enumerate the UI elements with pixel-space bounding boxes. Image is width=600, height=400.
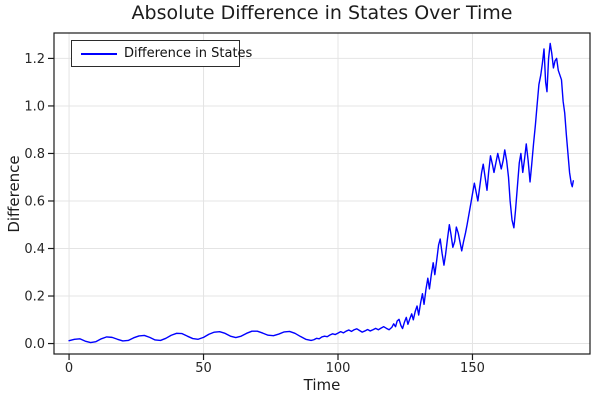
legend: Difference in States: [71, 40, 252, 67]
y-tick-label: 0.6: [24, 194, 45, 209]
difference-line: [68, 42, 575, 344]
y-tick-label: 0.8: [24, 147, 45, 162]
x-tick-label: 100: [326, 361, 351, 376]
y-tick-label: 1.2: [24, 52, 45, 67]
legend-line-sample: [81, 52, 117, 55]
chart-title: Absolute Difference in States Over Time: [131, 2, 513, 24]
y-axis-label: Difference: [5, 155, 23, 233]
plot-frame: [53, 32, 591, 355]
y-tick-label: 0.0: [24, 337, 45, 352]
x-tick-label: 0: [65, 361, 73, 376]
y-tick-label: 0.2: [24, 290, 45, 305]
y-tick-label: 1.0: [24, 99, 45, 114]
x-tick-label: 150: [460, 361, 485, 376]
x-axis-label: Time: [303, 376, 341, 394]
x-tick-label: 50: [195, 361, 212, 376]
legend-label: Difference in States: [124, 46, 253, 61]
y-tick-label: 0.4: [24, 242, 45, 257]
